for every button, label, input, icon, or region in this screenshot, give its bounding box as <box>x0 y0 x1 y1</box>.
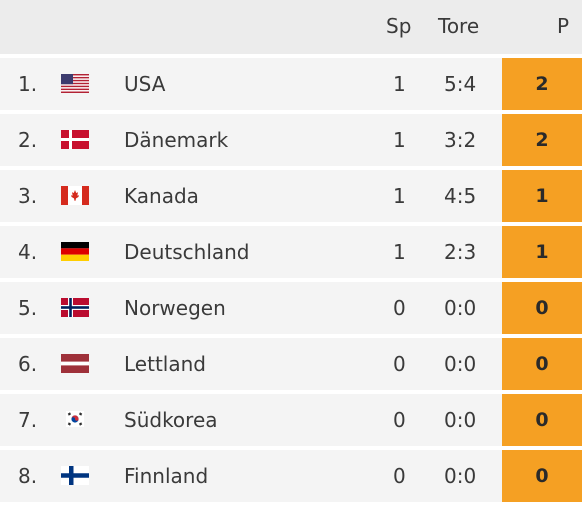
rank: 2. <box>18 128 38 152</box>
denmark-flag-icon <box>61 130 89 149</box>
points-badge: 1 <box>502 170 582 222</box>
team-name: Dänemark <box>124 128 229 152</box>
table-row[interactable]: 8. Finnland 0 0:0 0 <box>0 450 582 502</box>
table-row[interactable]: 1. USA 1 5:4 2 <box>0 58 582 110</box>
points-value: 2 <box>535 73 549 95</box>
table-row[interactable]: 3. Kanada 1 4:5 1 <box>0 170 582 222</box>
games-played: 1 <box>393 128 406 152</box>
team-name: USA <box>124 72 166 96</box>
table-header: Sp Tore P <box>0 0 582 54</box>
points-value: 0 <box>535 409 549 431</box>
rank: 1. <box>18 72 38 96</box>
norway-flag-icon <box>61 298 89 317</box>
points-value: 0 <box>535 353 549 375</box>
header-points: P <box>557 14 570 38</box>
goals: 2:3 <box>444 240 477 264</box>
header-goals: Tore <box>438 14 480 38</box>
points-badge: 0 <box>502 450 582 502</box>
goals: 5:4 <box>444 72 477 96</box>
rank: 8. <box>18 464 38 488</box>
table-row[interactable]: 2. Dänemark 1 3:2 2 <box>0 114 582 166</box>
points-value: 0 <box>535 465 549 487</box>
points-value: 0 <box>535 297 549 319</box>
goals: 3:2 <box>444 128 477 152</box>
points-badge: 0 <box>502 394 582 446</box>
goals: 0:0 <box>444 296 477 320</box>
germany-flag-icon <box>61 242 89 261</box>
latvia-flag-icon <box>61 354 89 373</box>
finland-flag-icon <box>61 466 89 485</box>
points-badge: 2 <box>502 114 582 166</box>
points-value: 2 <box>535 129 549 151</box>
rank: 4. <box>18 240 38 264</box>
rank: 6. <box>18 352 38 376</box>
team-name: Norwegen <box>124 296 226 320</box>
games-played: 0 <box>393 408 406 432</box>
team-name: Südkorea <box>124 408 218 432</box>
goals: 0:0 <box>444 464 477 488</box>
team-name: Lettland <box>124 352 206 376</box>
table-row[interactable]: 5. Norwegen 0 0:0 0 <box>0 282 582 334</box>
games-played: 1 <box>393 240 406 264</box>
points-badge: 0 <box>502 338 582 390</box>
header-games: Sp <box>386 14 412 38</box>
rank: 5. <box>18 296 38 320</box>
games-played: 1 <box>393 72 406 96</box>
table-row[interactable]: 4. Deutschland 1 2:3 1 <box>0 226 582 278</box>
points-value: 1 <box>535 241 549 263</box>
points-badge: 2 <box>502 58 582 110</box>
rank: 7. <box>18 408 38 432</box>
goals: 0:0 <box>444 408 477 432</box>
table-row[interactable]: 6. Lettland 0 0:0 0 <box>0 338 582 390</box>
games-played: 1 <box>393 184 406 208</box>
canada-flag-icon <box>61 186 89 205</box>
games-played: 0 <box>393 464 406 488</box>
games-played: 0 <box>393 296 406 320</box>
table-row[interactable]: 7. Südkorea 0 0:0 0 <box>0 394 582 446</box>
team-name: Deutschland <box>124 240 250 264</box>
south-korea-flag-icon <box>66 411 84 427</box>
goals: 4:5 <box>444 184 477 208</box>
team-name: Finnland <box>124 464 209 488</box>
points-value: 1 <box>535 185 549 207</box>
rank: 3. <box>18 184 38 208</box>
team-name: Kanada <box>124 184 199 208</box>
points-badge: 1 <box>502 226 582 278</box>
games-played: 0 <box>393 352 406 376</box>
points-badge: 0 <box>502 282 582 334</box>
usa-flag-icon <box>61 74 89 93</box>
goals: 0:0 <box>444 352 477 376</box>
